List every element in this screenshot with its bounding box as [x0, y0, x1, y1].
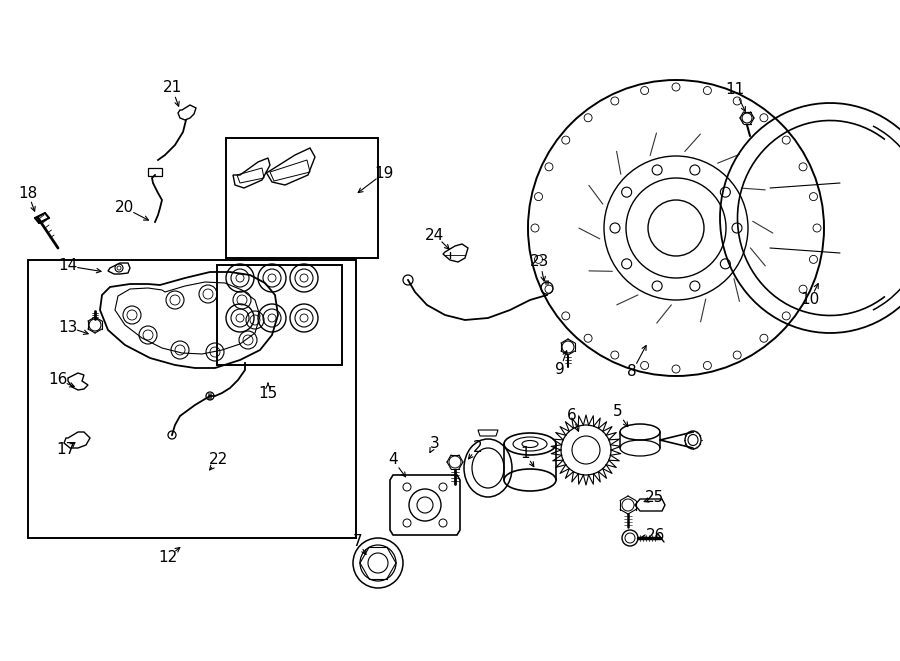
- Text: 16: 16: [49, 373, 68, 387]
- Text: 8: 8: [627, 364, 637, 379]
- Text: 21: 21: [162, 81, 182, 95]
- Text: 15: 15: [258, 385, 277, 401]
- Text: 13: 13: [58, 319, 77, 334]
- Text: 1: 1: [520, 446, 530, 461]
- Text: 10: 10: [800, 293, 820, 307]
- Bar: [148, 168, 162, 176]
- Text: 9: 9: [555, 362, 565, 377]
- Text: 23: 23: [530, 254, 550, 270]
- Text: 7: 7: [353, 533, 363, 549]
- Text: 12: 12: [158, 549, 177, 564]
- Bar: [226, 138, 378, 258]
- Text: 3: 3: [430, 436, 440, 451]
- Text: 19: 19: [374, 165, 393, 180]
- Text: 14: 14: [58, 258, 77, 274]
- Text: 6: 6: [567, 407, 577, 422]
- Text: 24: 24: [426, 227, 445, 243]
- Text: 26: 26: [646, 529, 666, 543]
- Text: 18: 18: [18, 186, 38, 200]
- Text: 11: 11: [725, 83, 744, 98]
- Bar: [28, 260, 356, 538]
- Text: 2: 2: [473, 440, 482, 455]
- Text: 4: 4: [388, 453, 398, 467]
- Text: 5: 5: [613, 405, 623, 420]
- Text: 25: 25: [644, 490, 663, 506]
- Text: 20: 20: [115, 200, 135, 215]
- Text: 22: 22: [209, 453, 228, 467]
- Bar: [217, 265, 342, 365]
- Text: 17: 17: [57, 442, 76, 457]
